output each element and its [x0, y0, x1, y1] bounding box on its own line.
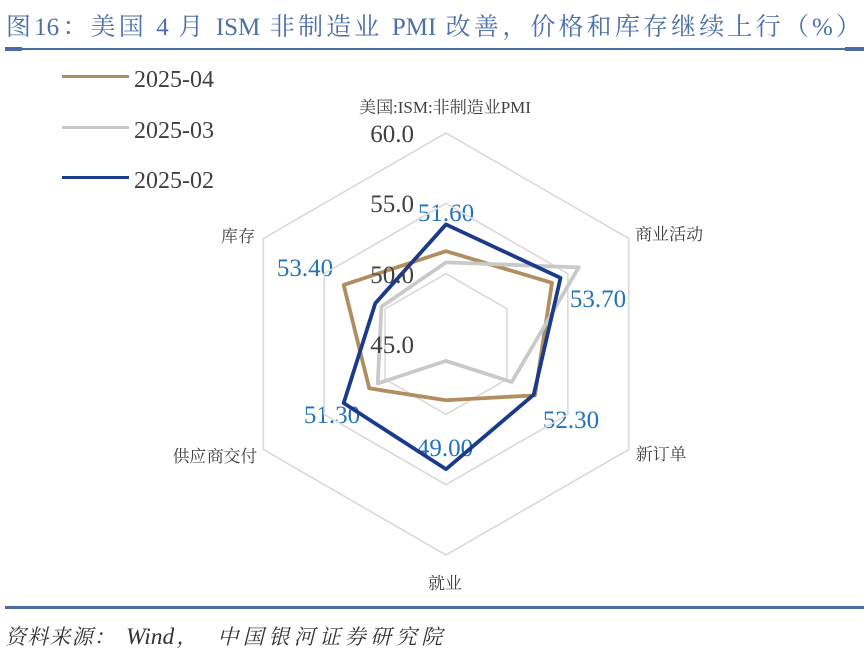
source-prefix: 资料来源： [5, 621, 116, 651]
figure-source: 资料来源： Wind， 中国银河证券研究院 [5, 621, 447, 649]
source-vendor: Wind [126, 617, 175, 651]
grid-ring-50 [384, 272, 508, 416]
legend-label-2025-02: 2025-02 [134, 160, 214, 195]
source-separator: ， [176, 621, 198, 651]
radial-tick-label-45: 45.0 [370, 325, 414, 361]
legend-swatch-2025-03 [62, 125, 129, 129]
series-polygon-2025-04 [341, 249, 554, 403]
radial-tick-label-55: 55.0 [370, 183, 414, 220]
category-label-supplier-deliveries: 供应商交付 [172, 442, 258, 467]
series-polygon-2025-02 [341, 222, 563, 472]
radial-tick-label-50: 50.0 [370, 254, 414, 291]
data-label-new-orders: 52.30 [542, 400, 600, 436]
title-rule [5, 48, 864, 50]
legend-swatch-2025-04 [62, 75, 129, 78]
category-label-inventories: 库存 [221, 221, 255, 247]
grid-ring-60 [262, 132, 630, 556]
data-label-business-activity: 53.70 [569, 278, 627, 315]
data-label-supplier-deliveries: 51.30 [303, 395, 361, 431]
radial-tick-label-60: 60.0 [370, 113, 414, 150]
series-polygon-2025-03 [375, 260, 581, 386]
category-label-pmi: 美国:ISM:非制造业PMI [359, 93, 531, 118]
figure-title: 图16：美国 4 月 ISM 非制造业 PMI 改善，价格和库存继续上行（%） [6, 7, 861, 43]
category-label-employment: 就业 [428, 568, 462, 594]
legend-label-2025-04: 2025-04 [134, 59, 214, 94]
grid-ring-55 [323, 202, 569, 486]
source-rule [5, 605, 864, 610]
title-rule-left-cap [5, 47, 22, 51]
source-organization: 中国银河证券研究院 [217, 621, 447, 651]
legend-label-2025-03: 2025-03 [134, 109, 214, 145]
title-rule-right-cap [845, 47, 864, 51]
category-label-business-activity: 商业活动 [635, 220, 703, 245]
category-label-new-orders: 新订单 [635, 440, 687, 465]
legend-swatch-2025-02 [62, 176, 129, 179]
